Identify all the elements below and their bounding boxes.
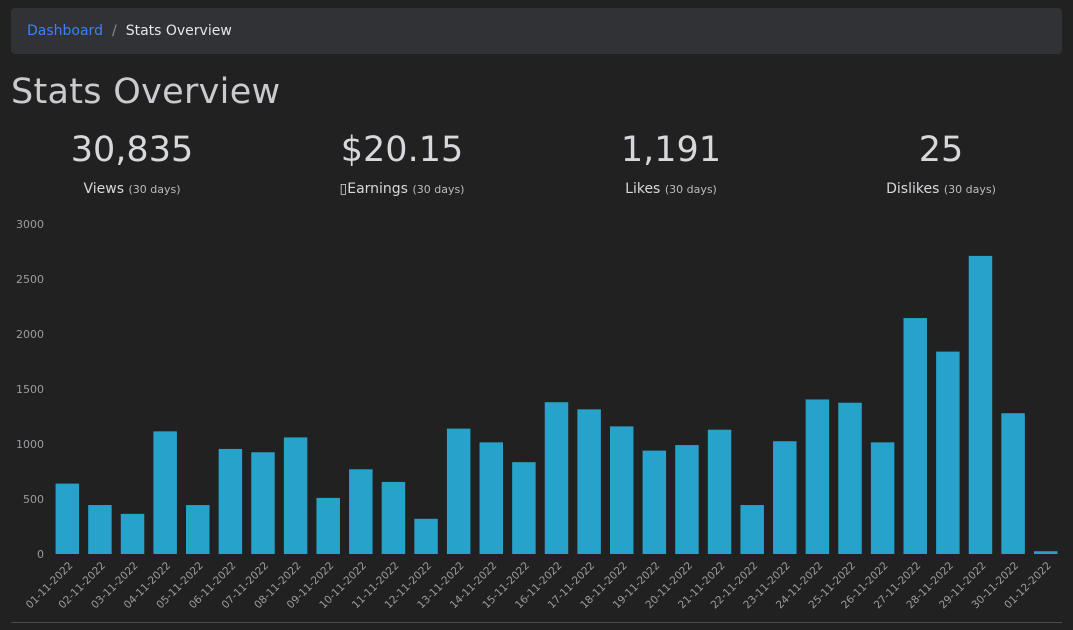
bar[interactable] [283,437,308,554]
stat-views-period: (30 days) [128,183,181,196]
breadcrumb: Dashboard / Stats Overview [11,8,1062,54]
breadcrumb-separator: / [111,23,117,39]
views-bar-chart: 0 500 1000 1500 2000 2500 3000 01-11-202202-11… [16,218,1058,612]
stat-earnings-value: $20.15 [340,130,464,170]
bottom-divider [11,622,1062,623]
bar[interactable] [1033,551,1058,554]
bar[interactable] [903,318,927,554]
stats-summary: 30,835 Views (30 days) $20.15 ▯Earnings … [0,128,1073,208]
stat-views-value: 30,835 [70,130,194,170]
bar[interactable] [512,462,536,554]
bar[interactable] [773,441,797,554]
bar[interactable] [381,481,406,554]
bar[interactable] [968,255,993,554]
stat-dislikes-label-text: Dislikes [886,181,940,197]
bar[interactable] [414,518,438,554]
stat-dislikes-label: Dislikes (30 days) [821,181,1061,197]
stat-earnings-period: (30 days) [412,183,465,196]
y-axis: 0 500 1000 1500 2000 2500 3000 [16,218,44,561]
bar[interactable] [186,505,210,554]
stat-dislikes-value: 25 [918,130,964,170]
stat-likes-label: Likes (30 days) [551,181,791,197]
stat-likes: 1,191 Likes (30 days) [551,128,791,197]
bar[interactable] [251,452,275,554]
bar[interactable] [936,351,960,554]
bar[interactable] [349,469,373,554]
breadcrumb-dashboard-link[interactable]: Dashboard [27,23,103,39]
stat-dislikes-period: (30 days) [943,183,996,196]
stat-views: 30,835 Views (30 days) [12,128,252,197]
y-tick-label: 0 [37,548,44,561]
bar[interactable] [1001,413,1025,554]
bar[interactable] [707,429,732,554]
y-tick-label: 500 [23,493,44,506]
y-tick-label: 1500 [16,383,44,396]
bar[interactable] [609,426,634,554]
bar[interactable] [870,442,895,554]
stat-likes-label-text: Likes [625,181,661,197]
stat-earnings-label-text: ▯Earnings [339,181,408,197]
breadcrumb-current: Stats Overview [125,23,232,39]
stat-likes-value: 1,191 [620,130,722,170]
bar[interactable] [479,442,504,554]
y-tick-label: 3000 [16,218,44,231]
y-tick-label: 2000 [16,328,44,341]
y-tick-label: 2500 [16,273,44,286]
stat-views-label: Views (30 days) [12,181,252,197]
bar[interactable] [675,445,699,554]
bar[interactable] [120,513,145,554]
bar[interactable] [446,428,471,554]
bar[interactable] [55,483,80,554]
bar[interactable] [153,431,177,554]
bar[interactable] [316,497,340,554]
bar[interactable] [544,402,569,554]
bar[interactable] [577,409,601,554]
bar[interactable] [642,450,667,554]
stat-dislikes: 25 Dislikes (30 days) [821,128,1061,197]
bar[interactable] [805,399,830,554]
page-title: Stats Overview [11,72,281,112]
bar[interactable] [838,402,862,554]
stat-earnings-label: ▯Earnings (30 days) [282,181,522,197]
stat-likes-period: (30 days) [664,183,717,196]
stat-views-label-text: Views [83,181,125,197]
bar[interactable] [740,505,764,554]
stat-earnings: $20.15 ▯Earnings (30 days) [282,128,522,197]
x-axis: 01-11-202202-11-202203-11-202204-11-2022… [24,560,1054,612]
bar[interactable] [88,505,112,554]
bars [55,255,1058,554]
bar[interactable] [218,448,243,554]
y-tick-label: 1000 [16,438,44,451]
